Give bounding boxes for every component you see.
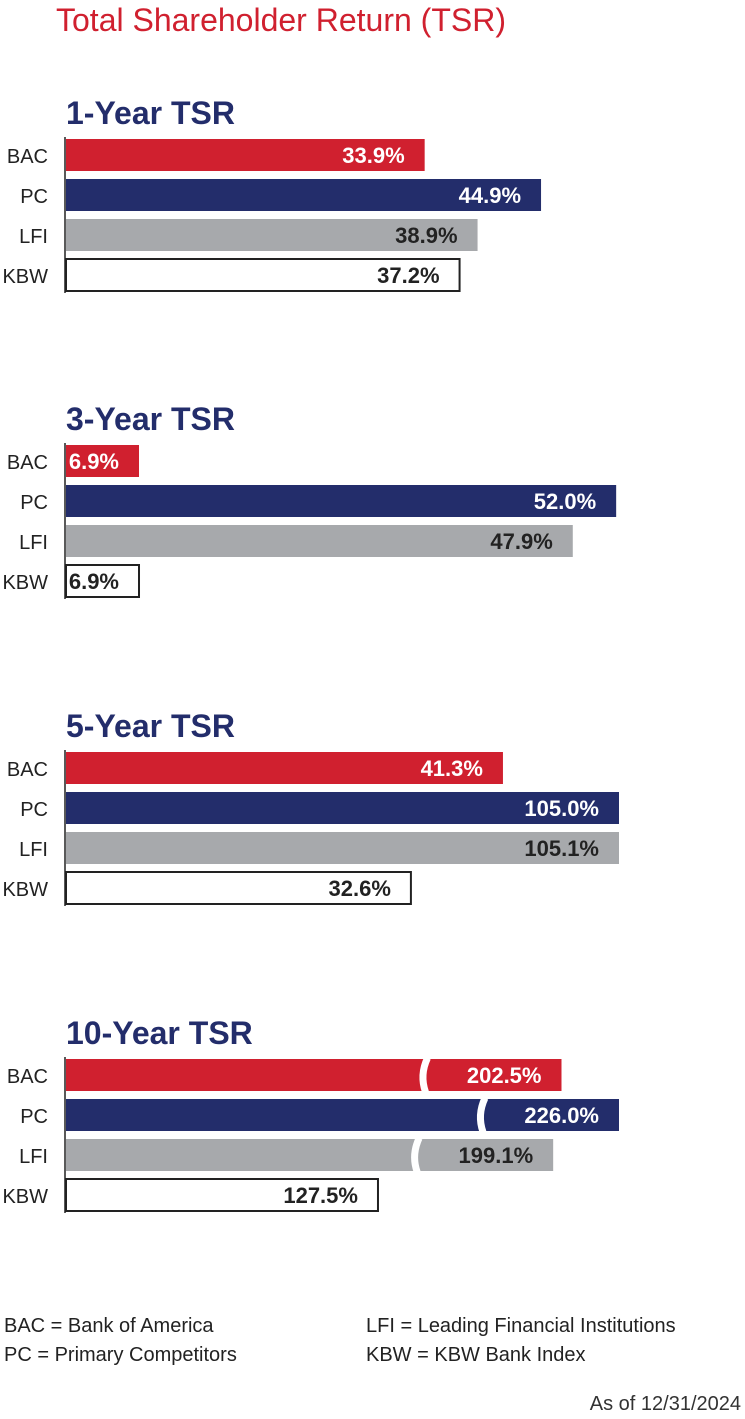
data-label-kbw: 127.5% [283, 1183, 358, 1208]
chart-title-3-year-tsr: 3-Year TSR [66, 401, 235, 437]
bar-kbw [65, 1178, 379, 1212]
bar-lfi [66, 525, 573, 557]
tick-label-kbw: KBW [2, 266, 48, 288]
bar-pc [66, 1099, 619, 1131]
tick-label-kbw: KBW [2, 572, 48, 594]
bar-bac [66, 1059, 562, 1091]
tick-label-pc: PC [20, 186, 48, 208]
tick-label-lfi: LFI [19, 839, 48, 861]
tick-label-bac: BAC [7, 759, 48, 781]
axis-break-bac [419, 1056, 431, 1094]
data-label-kbw: 32.6% [329, 876, 391, 901]
tick-label-pc: PC [20, 1106, 48, 1128]
data-label-pc: 226.0% [524, 1103, 599, 1128]
tick-label-lfi: LFI [19, 226, 48, 248]
data-label-bac: 6.9% [69, 449, 119, 474]
data-label-lfi: 199.1% [459, 1143, 534, 1168]
tick-label-lfi: LFI [19, 532, 48, 554]
bar-bac [66, 752, 503, 784]
tick-label-lfi: LFI [19, 1146, 48, 1168]
legend-item-kbw: KBW = KBW Bank Index [366, 1344, 586, 1366]
data-label-kbw: 37.2% [377, 263, 439, 288]
bar-lfi [66, 219, 478, 251]
legend-item-pc: PC = Primary Competitors [4, 1344, 237, 1366]
bar-pc [66, 179, 542, 211]
data-label-bac: 41.3% [421, 756, 483, 781]
data-label-bac: 33.9% [342, 143, 404, 168]
bar-pc [66, 485, 617, 517]
page-title: Total Shareholder Return (TSR) [56, 2, 506, 38]
bar-bac [66, 139, 425, 171]
bar-lfi [66, 1139, 554, 1171]
axis-break-pc [476, 1096, 489, 1134]
tick-label-bac: BAC [7, 452, 48, 474]
bar-kbw [65, 871, 412, 905]
data-label-lfi: 105.1% [524, 836, 599, 861]
data-label-lfi: 38.9% [395, 223, 457, 248]
chart-title-5-year-tsr: 5-Year TSR [66, 708, 235, 744]
tick-label-bac: BAC [7, 146, 48, 168]
chart-title-1-year-tsr: 1-Year TSR [66, 95, 235, 131]
bar-kbw [65, 258, 461, 292]
data-label-lfi: 47.9% [490, 529, 552, 554]
axis-break-lfi [411, 1136, 423, 1174]
chart-title-10-year-tsr: 10-Year TSR [66, 1015, 253, 1051]
tick-label-pc: PC [20, 492, 48, 514]
bar-kbw [65, 564, 141, 598]
data-label-pc: 52.0% [534, 489, 596, 514]
legend-item-lfi: LFI = Leading Financial Institutions [366, 1315, 676, 1337]
tick-label-bac: BAC [7, 1066, 48, 1088]
as-of-date: As of 12/31/2024 [589, 1393, 741, 1415]
tick-label-kbw: KBW [2, 1186, 48, 1208]
bar-bac [66, 445, 140, 477]
data-label-bac: 202.5% [467, 1063, 542, 1088]
tick-label-kbw: KBW [2, 879, 48, 901]
bar-lfi [66, 832, 619, 864]
data-label-pc: 105.0% [524, 796, 599, 821]
tick-label-pc: PC [20, 799, 48, 821]
legend-item-bac: BAC = Bank of America [4, 1315, 214, 1337]
bar-pc [66, 792, 619, 824]
data-label-pc: 44.9% [459, 183, 521, 208]
data-label-kbw: 6.9% [69, 569, 119, 594]
